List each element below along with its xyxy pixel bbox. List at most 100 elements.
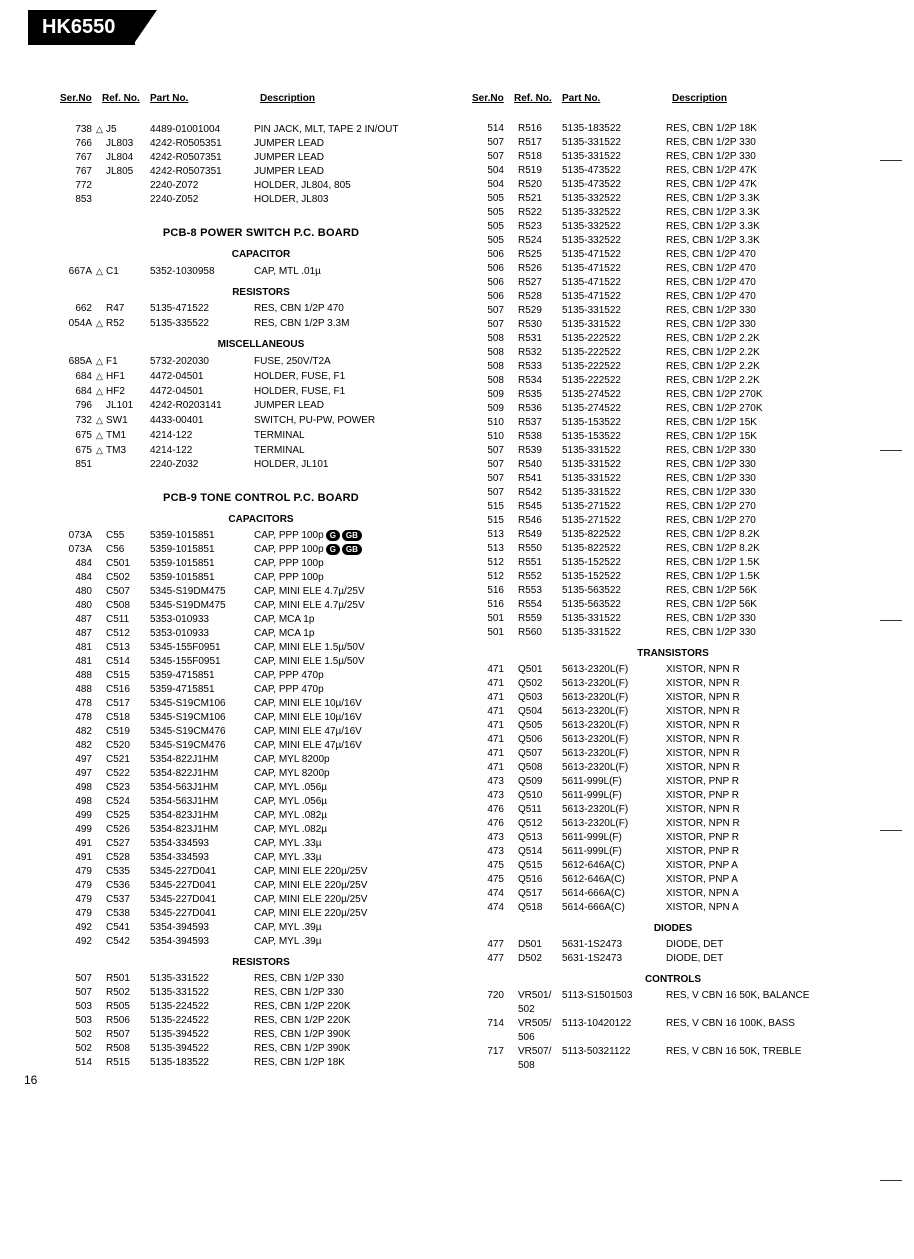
table-row: 732△SW14433-00401SWITCH, PU-PW, POWER — [60, 413, 462, 428]
cell: 481 — [60, 641, 96, 655]
cell: R551 — [518, 556, 562, 570]
table-row: 497C5225354-822J1HMCAP, MYL 8200p — [60, 767, 462, 781]
cell: RES, CBN 1/2P 330 — [666, 626, 874, 640]
cell: 5345-S19CM476 — [150, 739, 254, 753]
cell: 499 — [60, 823, 96, 837]
table-row: 474Q5175614-666A(C)XISTOR, NPN A — [472, 887, 874, 901]
cell: 853 — [60, 193, 96, 207]
cell: CAP, MYL .082µ — [254, 809, 462, 823]
cell: RES, CBN 1/2P 8.2K — [666, 528, 874, 542]
table-row: 508R5315135-222522RES, CBN 1/2P 2.2K — [472, 332, 874, 346]
cell: 507 — [472, 304, 508, 318]
head-ref: Ref. No. — [514, 93, 562, 104]
cell: CAP, MINI ELE 47µ/16V — [254, 739, 462, 753]
cell: Q510 — [518, 789, 562, 803]
cell: C519 — [106, 725, 150, 739]
table-row: 505R5225135-332522RES, CBN 1/2P 3.3K — [472, 206, 874, 220]
table-row: 479C5365345-227D041CAP, MINI ELE 220µ/25… — [60, 879, 462, 893]
cell: 471 — [472, 761, 508, 775]
table-row: 8512240-Z032HOLDER, JL101 — [60, 458, 462, 472]
cell: C516 — [106, 683, 150, 697]
cell: CAP, MINI ELE 1.5µ/50V — [254, 655, 462, 669]
cell: RES, CBN 1/2P 470 — [666, 290, 874, 304]
cell: R541 — [518, 472, 562, 486]
cell: SW1 — [106, 414, 150, 428]
cell: R538 — [518, 430, 562, 444]
page-number: 16 — [24, 1073, 37, 1087]
table-row: 502R5085135-394522RES, CBN 1/2P 390K — [60, 1042, 462, 1056]
right-column: Ser.No Ref. No. Part No. Description 514… — [472, 93, 874, 1073]
tick-mark — [880, 1180, 902, 1181]
cell: RES, CBN 1/2P 47K — [666, 164, 874, 178]
cell: 505 — [472, 192, 508, 206]
cell: RES, CBN 1/2P 3.3K — [666, 192, 874, 206]
cell: Q505 — [518, 719, 562, 733]
cell: C525 — [106, 809, 150, 823]
cell: C515 — [106, 669, 150, 683]
cell: RES, CBN 1/2P 3.3K — [666, 220, 874, 234]
cell: XISTOR, NPN R — [666, 761, 874, 775]
cell: C520 — [106, 739, 150, 753]
cell: C517 — [106, 697, 150, 711]
cell: RES, CBN 1/2P 270K — [666, 388, 874, 402]
table-row: 507R5295135-331522RES, CBN 1/2P 330 — [472, 304, 874, 318]
transistors-title: TRANSISTORS — [472, 648, 874, 659]
cell: 502 — [60, 1042, 96, 1056]
cell: 5353-010933 — [150, 613, 254, 627]
cell: 5345-227D041 — [150, 879, 254, 893]
cell: RES, CBN 1/2P 330 — [666, 150, 874, 164]
cell: 5354-563J1HM — [150, 795, 254, 809]
cell: Q509 — [518, 775, 562, 789]
cell: 507 — [472, 458, 508, 472]
cell: Q508 — [518, 761, 562, 775]
cell: 5613-2320L(F) — [562, 733, 666, 747]
cell: 4433-00401 — [150, 414, 254, 428]
cell: RES, CBN 1/2P 270K — [666, 402, 874, 416]
cell: 5135-331522 — [562, 472, 666, 486]
cell: 514 — [60, 1056, 96, 1070]
table-row: 767JL8044242-R0507351JUMPER LEAD — [60, 151, 462, 165]
cell: DIODE, DET — [666, 952, 874, 966]
cell: TM1 — [106, 429, 150, 443]
cell: 506 — [472, 262, 508, 276]
cell: Q504 — [518, 705, 562, 719]
table-row: 512R5515135-152522RES, CBN 1/2P 1.5K — [472, 556, 874, 570]
cell: CAP, PPP 100pGGB — [254, 529, 462, 543]
cell: 5359-4715851 — [150, 683, 254, 697]
cell: RES, CBN 1/2P 3.3K — [666, 234, 874, 248]
cell: 507 — [472, 150, 508, 164]
column-header: Ser.No Ref. No. Part No. Description — [472, 93, 874, 104]
cell: JL101 — [106, 399, 150, 413]
cell: 507 — [60, 986, 96, 1000]
cell: JUMPER LEAD — [254, 151, 462, 165]
cell: CAP, MINI ELE 10µ/16V — [254, 711, 462, 725]
cell: 474 — [472, 901, 508, 915]
cell: 720 — [472, 989, 508, 1003]
cell: 5135-274522 — [562, 402, 666, 416]
cell: Q518 — [518, 901, 562, 915]
cell: 506 — [472, 290, 508, 304]
cell: XISTOR, PNP R — [666, 845, 874, 859]
misc-title: MISCELLANEOUS — [60, 339, 462, 350]
cell: 473 — [472, 845, 508, 859]
cell: 502 — [60, 1028, 96, 1042]
cell: CAP, MINI ELE 47µ/16V — [254, 725, 462, 739]
cell: 491 — [60, 837, 96, 851]
head-part: Part No. — [562, 93, 672, 104]
table-row: 505R5215135-332522RES, CBN 1/2P 3.3K — [472, 192, 874, 206]
cell: JL805 — [106, 165, 150, 179]
table-row: 479C5355345-227D041CAP, MINI ELE 220µ/25… — [60, 865, 462, 879]
cell: 5135-471522 — [150, 302, 254, 316]
cell: 501 — [472, 626, 508, 640]
table-row: 738△J54489-01001004PIN JACK, MLT, TAPE 2… — [60, 122, 462, 137]
cell: 5631-1S2473 — [562, 952, 666, 966]
cell: 073A — [60, 529, 96, 543]
cell: 5135-331522 — [562, 486, 666, 500]
table-row: 714VR505/5113-10420122RES, V CBN 16 100K… — [472, 1017, 874, 1031]
cell: R523 — [518, 220, 562, 234]
table-row: 510R5385135-153522RES, CBN 1/2P 15K — [472, 430, 874, 444]
table-row: 508 — [472, 1059, 874, 1073]
table-row: 502 — [472, 1003, 874, 1017]
cell: R546 — [518, 514, 562, 528]
resistors-title: RESISTORS — [60, 287, 462, 298]
